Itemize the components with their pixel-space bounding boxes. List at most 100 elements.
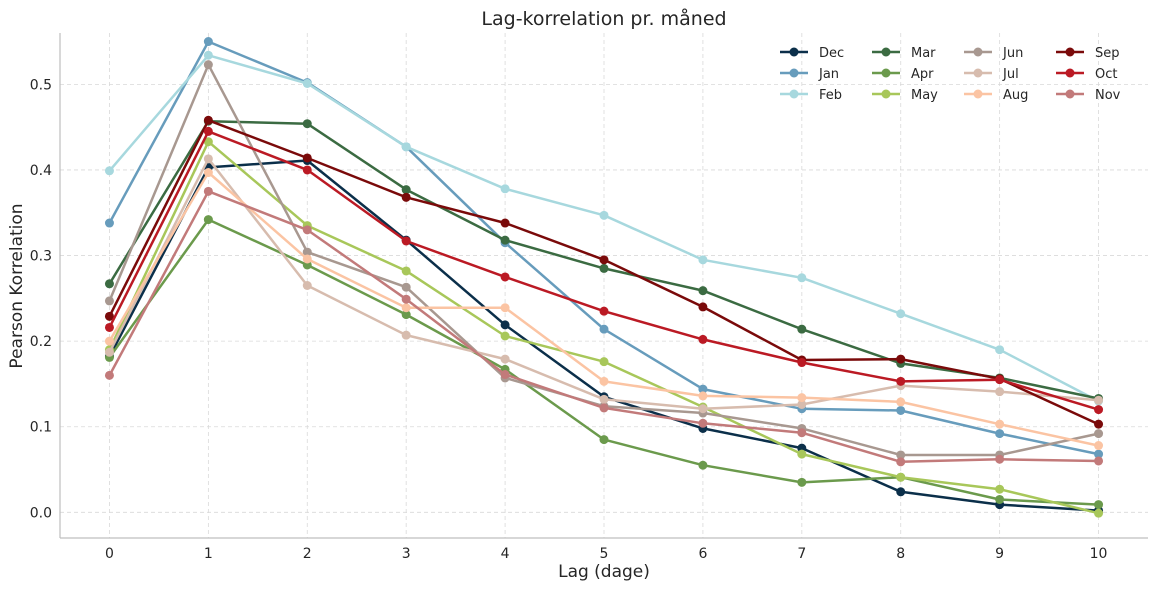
data-point — [104, 370, 114, 380]
legend-entry-nov: Nov — [1056, 88, 1121, 103]
legend-label: Dec — [819, 46, 844, 61]
legend-entry-jun: Jun — [964, 46, 1023, 61]
x-tick-label: 6 — [698, 546, 707, 562]
legend-entry-dec: Dec — [780, 46, 844, 61]
data-point — [500, 331, 510, 341]
data-point — [104, 279, 114, 289]
legend: Dec Jan Feb Mar Apr May Jun Jul Aug Sep Oct Nov — [780, 46, 1121, 103]
data-point — [797, 428, 807, 438]
data-point — [500, 354, 510, 364]
data-point — [401, 185, 411, 195]
y-tick-label: 0.2 — [30, 334, 52, 350]
data-point — [896, 457, 906, 467]
y-tick-label: 0.1 — [30, 420, 52, 436]
grid — [60, 33, 1148, 538]
legend-marker — [973, 68, 983, 78]
data-point — [896, 376, 906, 386]
data-point — [401, 310, 411, 320]
series-may — [104, 137, 1104, 518]
data-point — [1094, 456, 1104, 466]
data-point — [401, 282, 411, 292]
data-point — [1094, 500, 1104, 510]
y-tick-labels: 0.0 0.1 0.2 0.3 0.4 0.5 — [30, 77, 52, 521]
data-point — [1094, 508, 1104, 518]
data-point — [995, 345, 1005, 355]
series-oct — [104, 126, 1104, 415]
legend-marker — [881, 68, 891, 78]
data-point — [797, 358, 807, 368]
legend-entry-oct: Oct — [1056, 67, 1117, 82]
data-point — [302, 247, 312, 257]
data-point — [995, 375, 1005, 385]
data-point — [797, 273, 807, 283]
x-tick-label: 9 — [995, 546, 1004, 562]
legend-marker — [881, 89, 891, 99]
data-point — [302, 254, 312, 264]
series — [104, 37, 1104, 518]
data-point — [104, 296, 114, 306]
x-tick-label: 3 — [402, 546, 411, 562]
legend-entry-apr: Apr — [872, 67, 934, 82]
legend-entry-may: May — [872, 88, 938, 103]
data-point — [698, 255, 708, 265]
data-point — [401, 142, 411, 152]
data-point — [401, 266, 411, 276]
y-axis-label: Pearson Korrelation — [7, 203, 27, 368]
data-point — [599, 210, 609, 220]
legend-entry-jan: Jan — [780, 67, 839, 82]
data-point — [995, 494, 1005, 504]
data-point — [500, 303, 510, 313]
data-point — [896, 405, 906, 415]
data-point — [302, 225, 312, 235]
data-point — [500, 235, 510, 245]
data-point — [797, 324, 807, 334]
data-point — [500, 218, 510, 228]
legend-entry-mar: Mar — [872, 46, 936, 61]
x-tick-label: 7 — [797, 546, 806, 562]
data-point — [599, 435, 609, 445]
data-point — [995, 484, 1005, 494]
legend-label: May — [911, 88, 938, 103]
data-point — [797, 393, 807, 403]
data-point — [401, 330, 411, 340]
data-point — [104, 218, 114, 228]
data-point — [698, 404, 708, 414]
legend-label: Jan — [818, 67, 839, 82]
data-point — [698, 334, 708, 344]
series-jul — [104, 154, 1104, 414]
data-point — [401, 192, 411, 202]
data-point — [1094, 449, 1104, 459]
data-point — [104, 166, 114, 176]
legend-label: Apr — [911, 67, 934, 82]
y-tick-label: 0.5 — [30, 77, 52, 93]
data-point — [797, 399, 807, 409]
legend-marker — [973, 89, 983, 99]
data-point — [203, 37, 213, 47]
legend-marker — [789, 89, 799, 99]
series-apr — [104, 215, 1104, 510]
legend-entry-feb: Feb — [780, 88, 842, 103]
data-point — [698, 460, 708, 470]
data-point — [500, 370, 510, 380]
y-tick-label: 0.3 — [30, 249, 52, 265]
data-point — [302, 153, 312, 163]
data-point — [500, 272, 510, 282]
legend-label: Jul — [1002, 67, 1019, 82]
data-point — [203, 186, 213, 196]
data-point — [203, 126, 213, 136]
data-point — [104, 336, 114, 346]
legend-marker — [1065, 47, 1075, 57]
x-tick-label: 1 — [204, 546, 213, 562]
x-axis-label: Lag (dage) — [558, 562, 650, 582]
x-tick-labels: 0 1 2 3 4 5 6 7 8 9 10 — [105, 546, 1107, 562]
legend-marker — [1065, 68, 1075, 78]
data-point — [203, 154, 213, 164]
data-point — [797, 449, 807, 459]
data-point — [698, 302, 708, 312]
legend-marker — [789, 68, 799, 78]
data-point — [203, 115, 213, 125]
legend-label: Feb — [819, 88, 842, 103]
data-point — [698, 391, 708, 401]
legend-label: Jun — [1002, 46, 1023, 61]
legend-label: Oct — [1095, 67, 1117, 82]
